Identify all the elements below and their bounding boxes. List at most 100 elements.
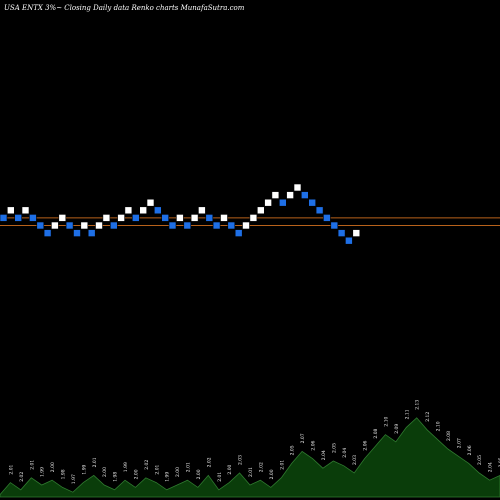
volume-label: 2.09 — [394, 424, 400, 434]
volume-label: 2.01 — [92, 457, 98, 467]
renko-brick-up — [176, 214, 184, 222]
renko-brick-down — [183, 221, 192, 230]
renko-brick-down — [315, 206, 324, 215]
renko-brick-down — [227, 221, 236, 230]
renko-brick-up — [7, 206, 15, 215]
renko-brick-down — [14, 214, 22, 222]
renko-brick-down — [43, 229, 52, 237]
volume-label: 2.10 — [383, 416, 389, 426]
renko-brick-up — [124, 206, 133, 215]
renko-brick-down — [87, 229, 96, 237]
volume-label: 2.02 — [19, 472, 25, 482]
renko-bricks — [0, 183, 361, 245]
volume-label: 2.08 — [373, 428, 379, 438]
volume-label: 2.07 — [456, 438, 462, 448]
volume-label: 1.99 — [40, 467, 46, 477]
renko-brick-up — [139, 206, 147, 215]
volume-label: 2.00 — [175, 467, 181, 477]
volume-label: 2.10 — [436, 421, 442, 431]
volume-label: 2.00 — [133, 469, 139, 479]
volume-label: 2.01 — [279, 460, 285, 470]
volume-label: 1.99 — [123, 462, 129, 472]
volume-label: 2.00 — [196, 469, 202, 479]
renko-brick-up — [95, 221, 103, 230]
volume-label: 2.00 — [227, 464, 233, 474]
volume-label: 2.00 — [50, 462, 56, 472]
renko-brick-up — [242, 221, 250, 230]
volume-label: 2.06 — [363, 440, 369, 450]
volume-label: 2.03 — [238, 455, 244, 465]
volume-label: 2.01 — [248, 467, 254, 477]
renko-brick-down — [278, 198, 287, 207]
renko-brick-up — [249, 214, 258, 222]
volume-label: 2.02 — [144, 460, 150, 470]
volume-label: 1.97 — [71, 474, 77, 484]
volume-label: 2.04 — [342, 448, 348, 458]
renko-brick-up — [352, 229, 361, 237]
renko-brick-down — [29, 214, 37, 222]
renko-brick-up — [198, 206, 206, 215]
volume-label: 1.98 — [113, 472, 119, 482]
volume-label: 2.05 — [331, 443, 337, 453]
renko-brick-up — [271, 191, 280, 199]
renko-brick-down — [65, 221, 74, 230]
renko-brick-down — [36, 221, 45, 230]
volume-label: 2.13 — [415, 400, 421, 410]
renko-brick-up — [220, 214, 228, 222]
volume-label: 2.00 — [269, 469, 275, 479]
renko-brick-up — [190, 214, 199, 222]
renko-brick-down — [110, 221, 118, 230]
renko-brick-down — [205, 214, 214, 222]
volume-labels: 2.01 2.02 2.01 1.99 2.00 1.98 1.97 1.99 2.01 2.00… — [8, 400, 500, 485]
renko-brick-up — [102, 214, 111, 222]
volume-label: 2.06 — [467, 445, 473, 455]
volume-label: 2.05 — [477, 455, 483, 465]
volume-label: 2.05 — [290, 445, 296, 455]
volume-label: 2.02 — [206, 457, 212, 467]
renko-brick-down — [234, 229, 243, 237]
volume-label: 2.07 — [300, 433, 306, 443]
volume-label: 2.08 — [446, 431, 452, 441]
renko-brick-up — [293, 183, 302, 192]
renko-brick-down — [168, 221, 177, 230]
chart-title: USA ENTX 3%~ Closing Daily data Renko ch… — [4, 4, 245, 12]
renko-brick-down — [330, 221, 339, 230]
renko-brick-down — [73, 229, 81, 237]
renko-brick-up — [286, 191, 294, 199]
volume-label: 2.01 — [154, 464, 160, 474]
volume-label: 2.01 — [217, 472, 223, 482]
volume-label: 1.99 — [81, 464, 87, 474]
volume-label: 2.11 — [404, 409, 410, 419]
renko-brick-up — [58, 214, 67, 222]
renko-brick-down — [337, 229, 346, 237]
volume-label: 1.99 — [165, 472, 171, 482]
volume-label: 2.05 — [498, 457, 500, 467]
renko-brick-down — [0, 214, 8, 222]
volume-label: 2.12 — [425, 412, 431, 422]
renko-brick-down — [345, 236, 353, 245]
volume-area-path — [0, 417, 500, 498]
renko-brick-up — [80, 221, 89, 230]
volume-label: 2.04 — [488, 462, 494, 472]
volume-label: 2.02 — [258, 462, 264, 472]
renko-brick-down — [323, 214, 331, 222]
renko-brick-up — [264, 198, 272, 207]
renko-brick-up — [21, 206, 30, 215]
volume-area — [0, 417, 500, 498]
volume-label: 2.01 — [8, 464, 14, 474]
renko-brick-down — [300, 191, 309, 199]
volume-label: 2.01 — [186, 462, 192, 472]
volume-label: 2.00 — [102, 467, 108, 477]
volume-label: 2.03 — [352, 455, 358, 465]
renko-brick-down — [212, 221, 221, 230]
renko-brick-up — [117, 214, 125, 222]
renko-brick-up — [256, 206, 265, 215]
volume-label: 1.98 — [61, 469, 67, 479]
renko-brick-up — [146, 198, 155, 207]
volume-label: 2.01 — [29, 460, 35, 470]
renko-brick-down — [161, 214, 169, 222]
renko-brick-down — [308, 198, 317, 207]
renko-brick-down — [154, 206, 162, 215]
